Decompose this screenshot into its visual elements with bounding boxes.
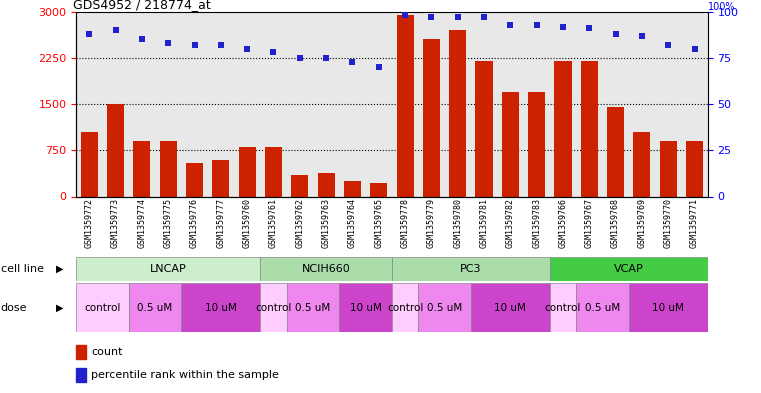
Text: count: count [91, 347, 123, 357]
Text: GDS4952 / 218774_at: GDS4952 / 218774_at [73, 0, 211, 11]
Point [320, 55, 333, 61]
Point [478, 14, 490, 20]
Point [189, 42, 201, 48]
Point [294, 55, 306, 61]
Text: percentile rank within the sample: percentile rank within the sample [91, 370, 279, 380]
Point [505, 22, 517, 28]
Bar [260, 257, 392, 281]
Point [110, 27, 122, 33]
Text: dose: dose [1, 303, 27, 312]
Text: 0.5 uM: 0.5 uM [585, 303, 620, 312]
Bar [76, 257, 260, 281]
Bar [581, 61, 598, 196]
Text: PC3: PC3 [460, 264, 482, 274]
Text: control: control [545, 303, 581, 312]
Text: ▶: ▶ [56, 303, 63, 312]
Bar [370, 183, 387, 196]
Bar [76, 283, 129, 332]
Text: cell line: cell line [1, 264, 44, 274]
Bar [181, 283, 260, 332]
Point [135, 37, 148, 43]
Text: NCIH660: NCIH660 [302, 264, 351, 274]
Bar [633, 132, 651, 196]
Point [636, 33, 648, 39]
Point [399, 12, 411, 18]
Bar [549, 283, 576, 332]
Point [583, 25, 595, 31]
Text: 10 uM: 10 uM [652, 303, 684, 312]
Bar [607, 107, 624, 196]
Bar [528, 92, 545, 196]
Text: 10 uM: 10 uM [349, 303, 381, 312]
Point [346, 59, 358, 65]
Bar [186, 163, 203, 196]
Text: control: control [84, 303, 120, 312]
Point [530, 22, 543, 28]
Bar [501, 92, 519, 196]
Bar [423, 40, 440, 197]
Bar [344, 181, 361, 196]
Point [215, 42, 227, 48]
Point [373, 64, 385, 70]
Bar [287, 283, 339, 332]
Text: control: control [255, 303, 291, 312]
Text: 10 uM: 10 uM [205, 303, 237, 312]
Point [610, 31, 622, 37]
Text: 0.5 uM: 0.5 uM [295, 303, 330, 312]
Bar [133, 141, 151, 196]
Point [689, 46, 701, 52]
Bar [160, 141, 177, 196]
Point [83, 31, 95, 37]
Text: 0.5 uM: 0.5 uM [427, 303, 462, 312]
Text: LNCAP: LNCAP [150, 264, 186, 274]
Bar [81, 132, 98, 196]
Bar [107, 104, 124, 196]
Bar [549, 257, 708, 281]
Bar [76, 345, 86, 359]
Text: 100%: 100% [708, 2, 735, 12]
Bar [629, 283, 708, 332]
Bar [392, 257, 549, 281]
Bar [339, 283, 392, 332]
Text: ▶: ▶ [56, 264, 63, 274]
Bar [291, 175, 308, 196]
Bar [419, 283, 471, 332]
Bar [212, 160, 229, 196]
Text: 10 uM: 10 uM [495, 303, 527, 312]
Text: control: control [387, 303, 423, 312]
Bar [239, 147, 256, 196]
Bar [449, 30, 466, 196]
Bar [476, 61, 492, 196]
Text: 0.5 uM: 0.5 uM [138, 303, 173, 312]
Bar [471, 283, 549, 332]
Point [662, 42, 674, 48]
Point [267, 49, 279, 55]
Bar [260, 283, 287, 332]
Bar [686, 141, 703, 196]
Bar [265, 147, 282, 196]
Text: VCAP: VCAP [614, 264, 644, 274]
Bar [76, 368, 86, 382]
Point [557, 24, 569, 30]
Point [162, 40, 174, 46]
Point [425, 14, 438, 20]
Bar [396, 15, 414, 196]
Bar [576, 283, 629, 332]
Point [241, 46, 253, 52]
Bar [317, 173, 335, 196]
Bar [660, 141, 677, 196]
Bar [129, 283, 181, 332]
Point [451, 14, 463, 20]
Bar [555, 61, 572, 196]
Bar [392, 283, 419, 332]
